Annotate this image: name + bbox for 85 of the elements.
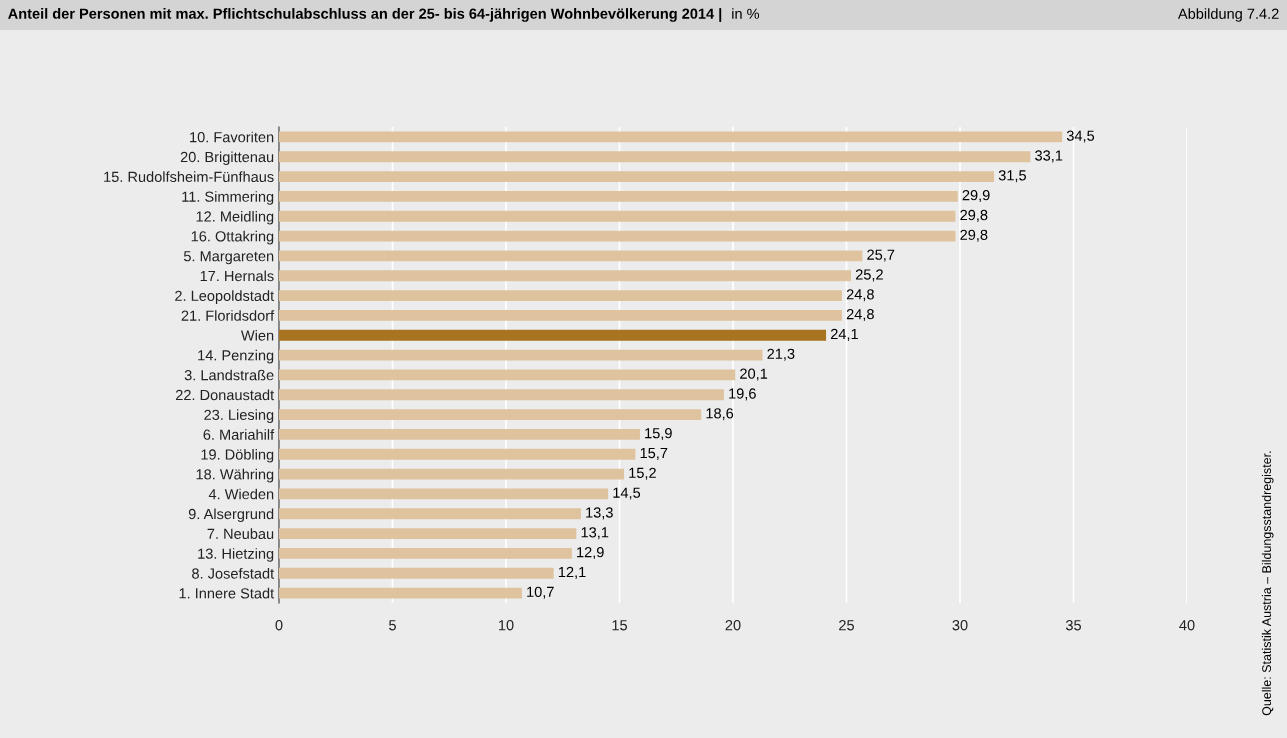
bar — [279, 190, 958, 202]
bar — [279, 151, 1031, 163]
x-tick-label: 35 — [1065, 620, 1081, 631]
data-label: 19,6 — [729, 388, 756, 401]
y-tick-label: 17. Hernals — [200, 270, 274, 282]
y-tick-label: 21. Floridsdorf — [181, 310, 275, 321]
bar — [279, 270, 852, 282]
y-tick-label: 13. Hietzing — [198, 548, 274, 562]
y-tick-label: 8. Josefstadt — [192, 567, 275, 579]
y-tick-label: 9. Alsergrund — [188, 508, 274, 523]
data-label: 24,8 — [846, 289, 874, 302]
data-label: 31,5 — [998, 170, 1026, 183]
bar — [279, 329, 827, 341]
y-tick-label: 23. Liesing — [204, 409, 274, 423]
y-tick-label: 14. Penzing — [198, 349, 274, 364]
data-label: 15,2 — [629, 467, 656, 480]
bar — [279, 488, 609, 500]
data-label: 34,5 — [1066, 130, 1095, 143]
y-tick-label: 2. Leopoldstadt — [175, 290, 275, 304]
y-tick-label: Wien — [240, 329, 274, 341]
bar — [279, 230, 956, 242]
bar — [279, 290, 842, 302]
data-label: 14,5 — [613, 487, 641, 500]
bar — [279, 587, 522, 599]
chart-subtitle: in % — [732, 8, 760, 19]
bar — [279, 389, 724, 401]
data-label: 25,2 — [855, 269, 883, 282]
bar — [279, 131, 1063, 143]
bar — [279, 210, 956, 222]
bar — [279, 171, 995, 183]
data-label: 10,7 — [527, 586, 554, 599]
bar — [279, 468, 625, 480]
bar — [279, 250, 863, 262]
data-label: 33,1 — [1035, 150, 1063, 163]
y-tick-label: 20. Brigittenau — [180, 151, 274, 166]
bar — [279, 428, 640, 440]
source-note: Quelle: Statistik Austria – Bildungsstandregister. — [1261, 451, 1274, 716]
bar — [279, 309, 842, 321]
data-label: 21,3 — [767, 348, 795, 361]
y-tick-label: 11. Simmering — [182, 191, 274, 205]
bar — [279, 369, 736, 381]
data-label: 29,8 — [960, 209, 988, 222]
bar — [279, 409, 702, 421]
bar — [279, 448, 636, 460]
bar — [279, 349, 763, 361]
y-tick-label: 19. Döbling — [201, 448, 274, 463]
data-label: 13,3 — [586, 507, 613, 520]
y-tick-label: 10. Favoriten — [190, 131, 274, 143]
bar — [279, 508, 581, 520]
y-tick-label: 16. Ottakring — [191, 230, 274, 245]
data-label: 15,7 — [640, 447, 668, 460]
data-label: 18,6 — [706, 408, 734, 421]
y-tick-label: 5. Margareten — [183, 251, 274, 265]
x-tick-label: 25 — [839, 620, 854, 631]
data-label: 20,1 — [740, 368, 768, 381]
data-label: 24,1 — [830, 328, 858, 341]
chart-title: Anteil der Personen mit max. Pflichtschulabschluss an der 25- bis 64-jährigen Wohnbevölkerung 2014 | — [8, 8, 722, 22]
x-tick-label: 15 — [612, 620, 627, 631]
x-tick-label: 40 — [1179, 620, 1195, 631]
data-label: 15,9 — [645, 428, 672, 441]
data-label: 25,7 — [867, 249, 895, 262]
bar — [279, 528, 577, 540]
bar — [279, 567, 554, 579]
y-tick-label: 12. Meidling — [196, 210, 274, 225]
data-label: 12,1 — [558, 566, 586, 579]
x-tick-label: 30 — [952, 620, 968, 631]
y-tick-label: 6. Mariahilf — [203, 429, 275, 440]
data-label: 24,8 — [846, 309, 874, 322]
data-label: 13,1 — [581, 527, 609, 540]
y-tick-label: 1. Innere Stadt — [179, 587, 275, 599]
y-tick-label: 4. Wieden — [208, 488, 274, 500]
x-tick-label: 10 — [499, 620, 514, 631]
x-tick-label: 20 — [725, 620, 741, 631]
y-tick-label: 3. Landstraße — [184, 369, 274, 381]
x-tick-label: 5 — [389, 620, 396, 631]
x-tick-label: 0 — [275, 620, 283, 631]
y-tick-label: 22. Donaustadt — [175, 389, 275, 401]
y-tick-label: 18. Währing — [196, 468, 274, 483]
data-label: 29,8 — [960, 229, 988, 242]
data-label: 12,9 — [577, 547, 604, 560]
bar — [279, 547, 572, 559]
text: Abbildung 7.4.2 — [1177, 8, 1279, 22]
y-tick-label: 7. Neubau — [207, 528, 274, 540]
data-label: 29,9 — [962, 190, 990, 203]
y-tick-label: 15. Rudolfsheim-Fünfhaus — [104, 171, 274, 183]
